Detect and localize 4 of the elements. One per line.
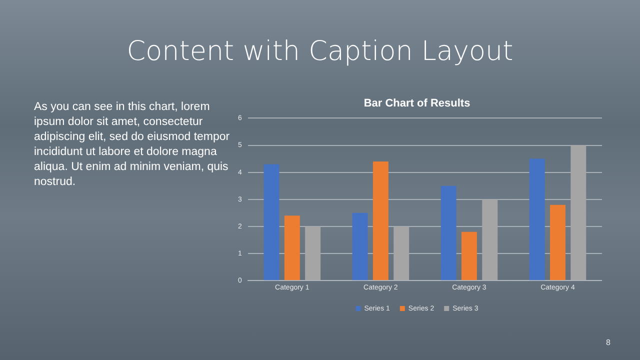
text: As you can see in this chart, lorem ipsum dolor sit amet, consectetur adipiscing elit, sed do eiusmod tempor incididunt ut labore et dolore magna aliqua. Ut enim ad minim veniam, quis nostrud. <box>34 100 231 190</box>
text: Content with Caption Layout <box>126 36 514 67</box>
chart-title: Bar Chart of Results <box>364 98 470 110</box>
text: 8 <box>606 338 610 347</box>
